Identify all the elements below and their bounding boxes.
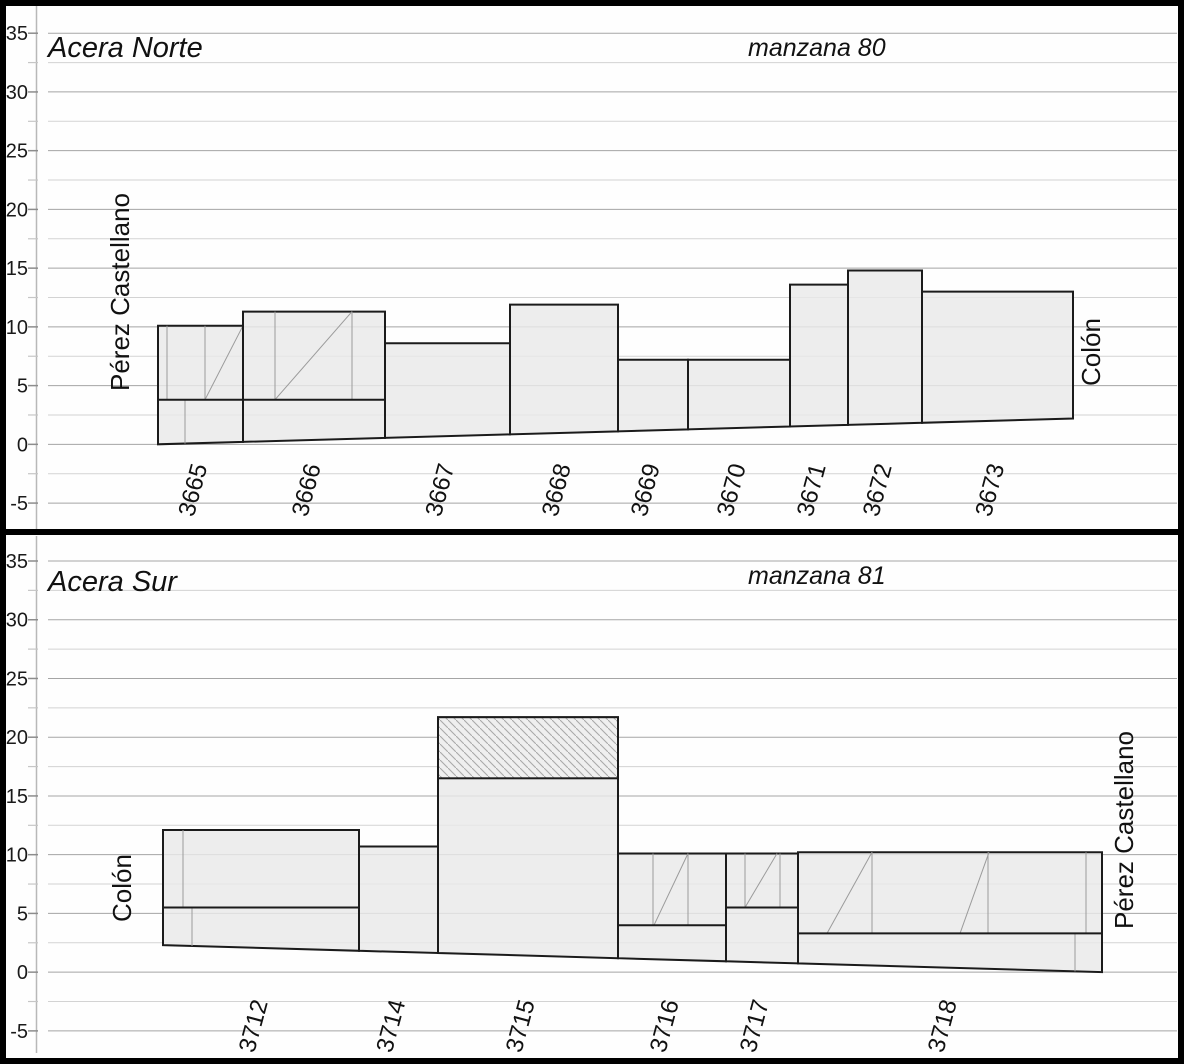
y-tick-label: 5 [17, 376, 28, 398]
panel-north: 35 30 25 20 15 10 5 0 -5 3665 3666 3667 3668 3669 3670… [6, 6, 1177, 529]
facade-diagonal-line [274, 311, 353, 401]
building-number-label: 3673 [970, 461, 1010, 520]
facade-diagonal-line [826, 852, 873, 934]
building-outline [157, 324, 244, 446]
y-tick-label: 35 [6, 23, 28, 45]
building-outline [242, 310, 386, 443]
building-3668 [509, 303, 619, 436]
building-outline [797, 851, 1103, 974]
y-tick-label: 30 [6, 82, 28, 104]
building-3673 [921, 290, 1074, 424]
building-number-label: 3715 [501, 997, 541, 1056]
building-number-label: 3665 [173, 461, 213, 520]
generated-chart-content: 35 30 25 20 15 10 5 0 -5 3665 3666 3667 3668 3669 3670… [6, 6, 1177, 1055]
building-number-label: 3712 [234, 997, 274, 1056]
building-3666 [242, 310, 386, 443]
y-tick-label: -5 [10, 493, 28, 515]
building-3665 [157, 324, 244, 446]
building-outline [358, 845, 439, 955]
building-3667 [384, 342, 511, 439]
building-3672 [847, 269, 923, 426]
facade-diagonal-line [204, 325, 244, 400]
hatched-upper-floor [437, 716, 619, 780]
building-number-label: 3717 [735, 997, 775, 1056]
building-number-label: 3672 [858, 461, 898, 520]
panel-south: 35 30 25 20 15 10 5 0 -5 3712 3714 3715 3716 3717 3718 [6, 536, 1177, 1055]
block-label-south: manzana 81 [748, 562, 886, 590]
y-tick-label: 10 [6, 845, 28, 867]
building-number-label: 3667 [420, 461, 460, 520]
y-tick-label: 10 [6, 317, 28, 339]
building-number-label: 3718 [923, 997, 963, 1056]
street-label-north-right: Colón [1076, 318, 1106, 386]
building-outline [617, 852, 727, 963]
building-3671 [789, 283, 849, 428]
building-number-label: 3669 [626, 461, 666, 520]
building-outline [847, 269, 923, 426]
building-3717 [725, 852, 799, 965]
building-3718 [797, 851, 1103, 974]
y-tick-label: 15 [6, 786, 28, 808]
panel-title-south: Acera Sur [46, 566, 178, 598]
y-tick-label: 30 [6, 610, 28, 632]
y-tick-label: 25 [6, 141, 28, 163]
building-3715 [437, 716, 619, 960]
panel-title-north: Acera Norte [46, 32, 203, 64]
building-number-label: 3714 [371, 997, 411, 1056]
building-number-label: 3716 [645, 997, 685, 1056]
street-label-south-left: Colón [107, 854, 137, 922]
y-tick-label: -5 [10, 1021, 28, 1043]
building-number-label: 3671 [792, 461, 832, 520]
y-tick-label: 25 [6, 668, 28, 690]
building-outline [617, 358, 689, 433]
building-outline [384, 342, 511, 439]
street-label-north-left: Pérez Castellano [105, 193, 135, 391]
building-outline [789, 283, 849, 428]
building-3670 [687, 358, 791, 431]
facade-diagonal-line [959, 852, 990, 934]
building-outline [687, 358, 791, 431]
y-tick-label: 35 [6, 551, 28, 573]
facade-diagonal-line [653, 853, 689, 926]
y-tick-label: 0 [17, 434, 28, 456]
y-tick-label: 20 [6, 199, 28, 221]
building-3669 [617, 358, 689, 433]
building-number-label: 3670 [712, 461, 752, 520]
y-tick-label: 5 [17, 903, 28, 925]
block-label-north: manzana 80 [748, 34, 886, 62]
y-tick-label: 15 [6, 258, 28, 280]
building-number-label: 3666 [287, 461, 327, 520]
building-number-label: 3668 [537, 461, 577, 520]
street-label-south-right: Pérez Castellano [1109, 731, 1139, 929]
building-3716 [617, 852, 727, 963]
facade-diagonal-line [744, 853, 778, 908]
building-3714 [358, 845, 439, 955]
y-tick-label: 0 [17, 962, 28, 984]
y-tick-label: 20 [6, 727, 28, 749]
building-outline [509, 303, 619, 436]
building-3712 [162, 829, 360, 952]
building-outline [921, 290, 1074, 424]
